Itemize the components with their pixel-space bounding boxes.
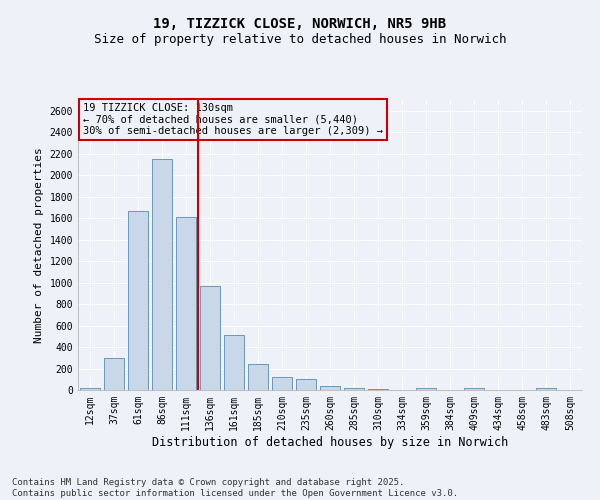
Bar bbox=[416, 388, 436, 390]
Bar bbox=[80, 388, 100, 390]
Text: 19 TIZZICK CLOSE: 130sqm
← 70% of detached houses are smaller (5,440)
30% of sem: 19 TIZZICK CLOSE: 130sqm ← 70% of detach… bbox=[83, 103, 383, 136]
Bar bbox=[272, 377, 292, 390]
Bar bbox=[176, 217, 196, 390]
Bar bbox=[320, 386, 340, 390]
Text: 19, TIZZICK CLOSE, NORWICH, NR5 9HB: 19, TIZZICK CLOSE, NORWICH, NR5 9HB bbox=[154, 18, 446, 32]
Bar bbox=[248, 364, 268, 390]
Bar bbox=[200, 286, 220, 390]
Bar bbox=[344, 388, 364, 390]
Bar bbox=[128, 210, 148, 390]
Bar bbox=[464, 388, 484, 390]
Bar bbox=[104, 358, 124, 390]
Bar bbox=[296, 380, 316, 390]
Bar bbox=[152, 159, 172, 390]
X-axis label: Distribution of detached houses by size in Norwich: Distribution of detached houses by size … bbox=[152, 436, 508, 448]
Bar bbox=[536, 388, 556, 390]
Text: Size of property relative to detached houses in Norwich: Size of property relative to detached ho… bbox=[94, 32, 506, 46]
Bar bbox=[224, 335, 244, 390]
Text: Contains HM Land Registry data © Crown copyright and database right 2025.
Contai: Contains HM Land Registry data © Crown c… bbox=[12, 478, 458, 498]
Y-axis label: Number of detached properties: Number of detached properties bbox=[34, 147, 44, 343]
